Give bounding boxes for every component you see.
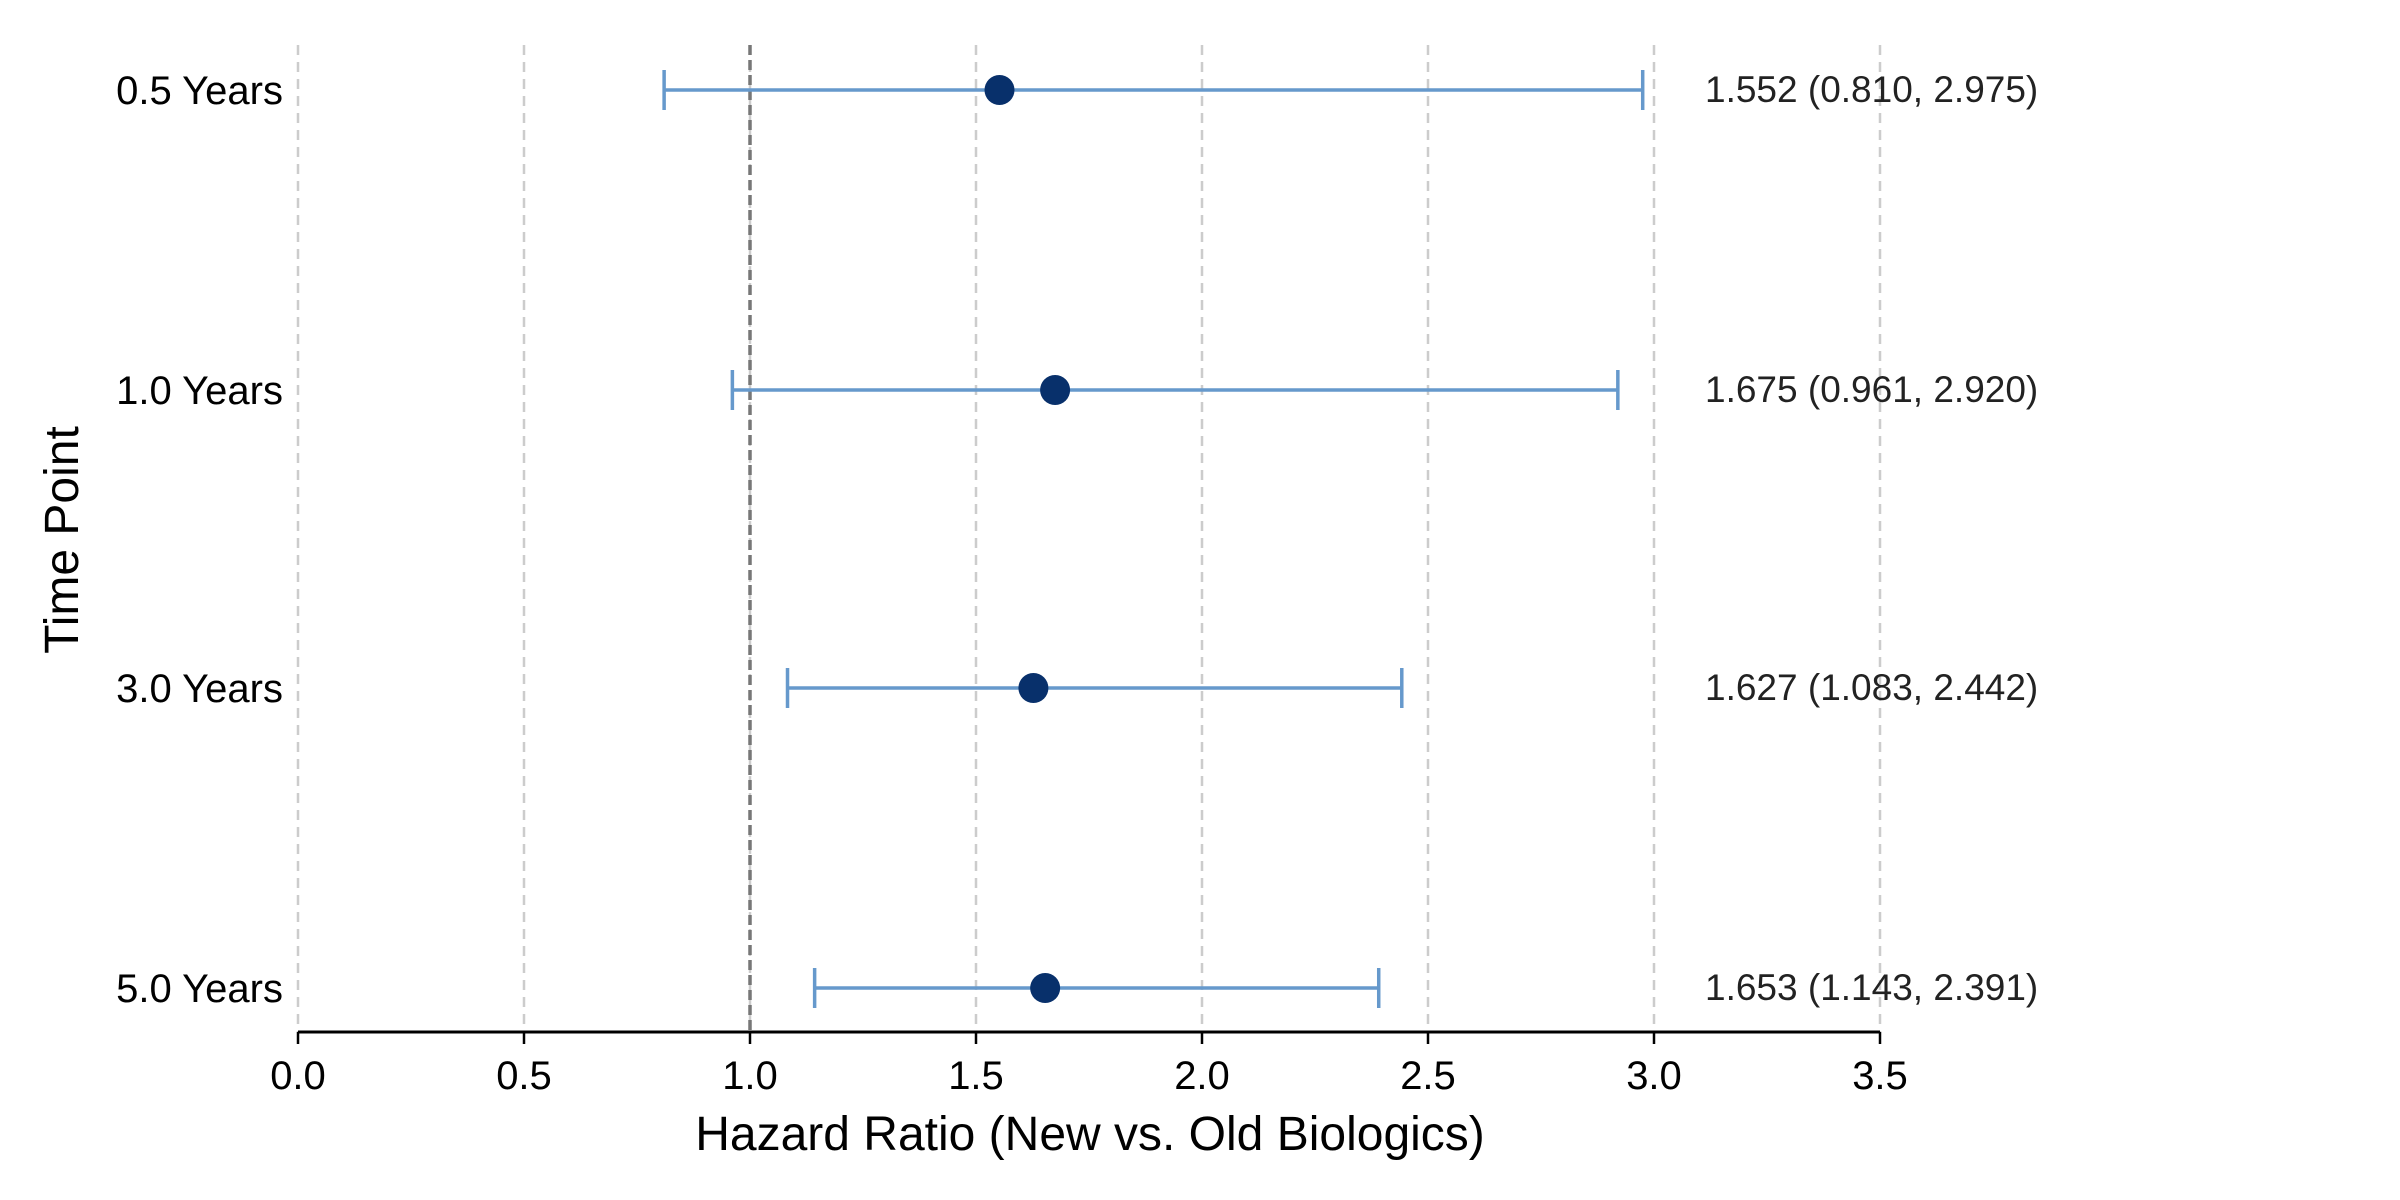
row-label-layer: 0.5 Years 1.0 Years 3.0 Years 5.0 Years xyxy=(116,69,283,1011)
x-tick-label-1: 0.5 xyxy=(496,1054,552,1098)
annotation-layer: 1.552 (0.810, 2.975) 1.675 (0.961, 2.920)… xyxy=(1705,69,2038,1008)
row-label-1: 1.0 Years xyxy=(116,369,283,413)
x-tick-label-0: 0.0 xyxy=(270,1054,326,1098)
x-axis: 0.0 0.5 1.0 1.5 2.0 2.5 3.0 3.5 xyxy=(270,1030,1908,1098)
annotation-1: 1.675 (0.961, 2.920) xyxy=(1705,369,2038,410)
x-axis-title: Hazard Ratio (New vs. Old Biologics) xyxy=(695,1108,1485,1161)
point-estimate-3 xyxy=(1030,973,1061,1003)
x-tick-label-6: 3.0 xyxy=(1626,1054,1682,1098)
row-label-0: 0.5 Years xyxy=(116,69,283,113)
x-tick-label-2: 1.0 xyxy=(722,1054,778,1098)
row-label-2: 3.0 Years xyxy=(116,667,283,711)
point-estimate-0 xyxy=(984,75,1015,105)
grid-layer xyxy=(296,45,1882,1032)
row-label-3: 5.0 Years xyxy=(116,967,283,1011)
x-tick-label-5: 2.5 xyxy=(1400,1054,1456,1098)
x-tick-label-7: 3.5 xyxy=(1852,1054,1908,1098)
ci-layer xyxy=(662,70,1645,1008)
y-axis-title: Time Point xyxy=(36,426,89,654)
annotation-0: 1.552 (0.810, 2.975) xyxy=(1705,69,2038,110)
point-estimate-2 xyxy=(1018,673,1049,703)
annotation-3: 1.653 (1.143, 2.391) xyxy=(1705,967,2038,1008)
x-tick-label-4: 2.0 xyxy=(1174,1054,1230,1098)
annotation-2: 1.627 (1.083, 2.442) xyxy=(1705,667,2038,708)
point-estimate-1 xyxy=(1040,375,1071,405)
point-layer xyxy=(984,75,1071,1003)
x-tick-label-3: 1.5 xyxy=(948,1054,1004,1098)
